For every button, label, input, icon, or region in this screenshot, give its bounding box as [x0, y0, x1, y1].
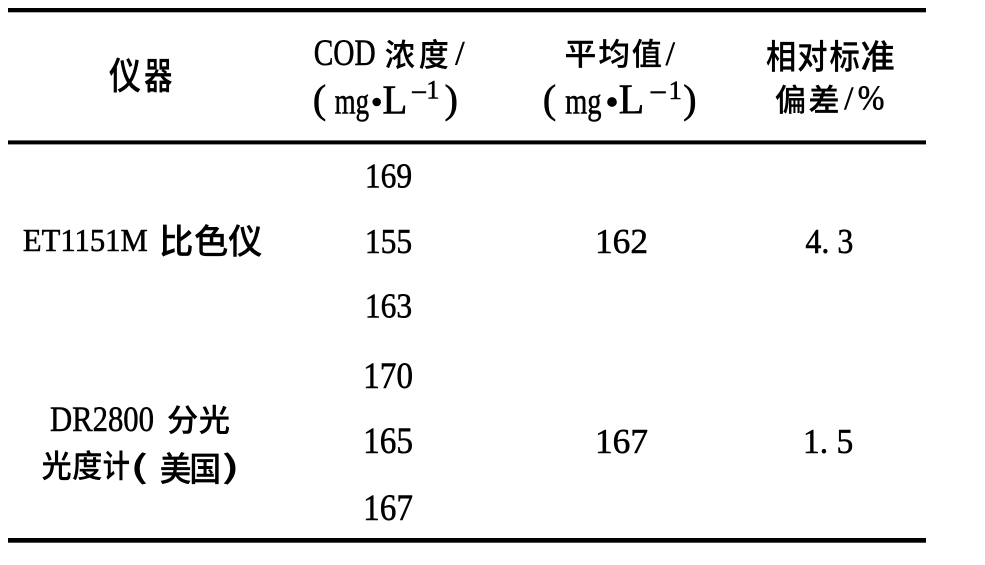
svg-text:167: 167 [363, 488, 413, 529]
svg-text:DR2800: DR2800 [50, 399, 154, 439]
svg-text:COD: COD [314, 32, 376, 73]
svg-text:4. 3: 4. 3 [805, 222, 853, 261]
svg-text:ET1151M: ET1151M [23, 222, 148, 258]
svg-text:(: ( [543, 77, 557, 122]
svg-text:167: 167 [595, 422, 648, 461]
svg-text:170: 170 [363, 356, 413, 397]
svg-text:L: L [619, 77, 645, 123]
svg-text:1: 1 [426, 75, 439, 105]
svg-text:/: / [844, 81, 854, 117]
svg-text:): ) [683, 77, 697, 122]
svg-text:1: 1 [669, 75, 682, 105]
svg-text:): ) [445, 77, 459, 122]
svg-text:165: 165 [363, 421, 413, 462]
svg-text:−: − [649, 74, 667, 110]
svg-text:/: / [666, 35, 676, 72]
svg-text:1. 5: 1. 5 [803, 422, 853, 461]
svg-text:163: 163 [365, 287, 412, 326]
svg-text:162: 162 [595, 222, 648, 261]
svg-text:155: 155 [365, 222, 412, 261]
svg-text:−: − [411, 77, 428, 109]
svg-text:(: ( [313, 77, 327, 122]
svg-text:/: / [455, 35, 465, 72]
svg-text:%: % [858, 79, 885, 118]
svg-text:mg: mg [335, 81, 370, 122]
svg-text:L: L [382, 76, 407, 122]
svg-text:169: 169 [365, 157, 412, 196]
svg-text:mg: mg [565, 81, 602, 122]
